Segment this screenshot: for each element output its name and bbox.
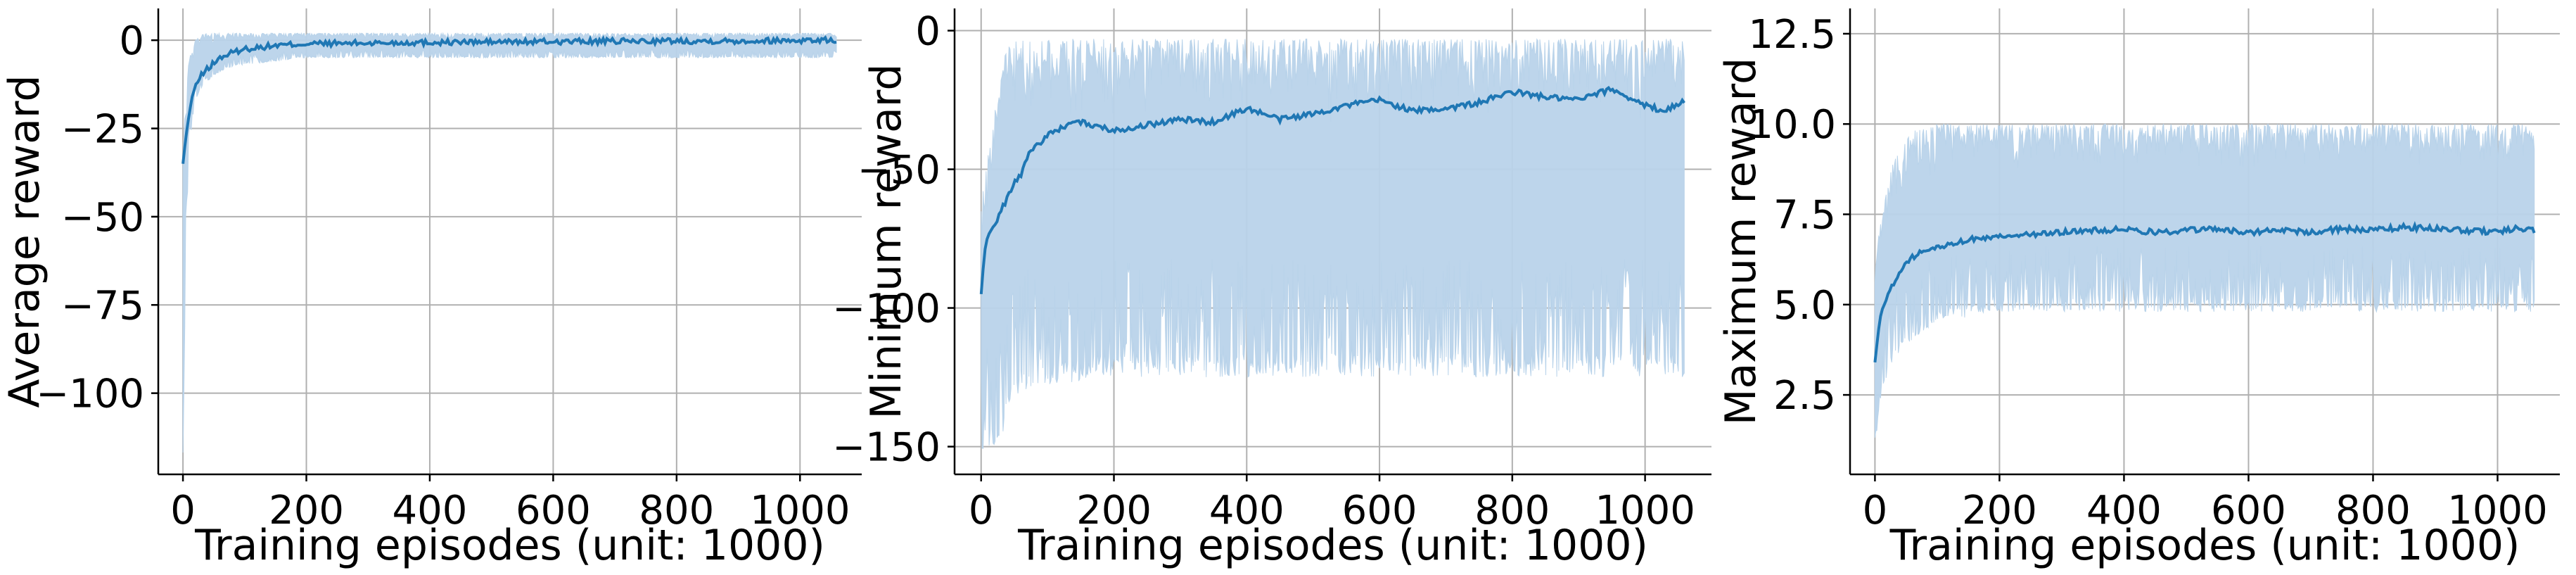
reward-range-band (981, 38, 1685, 450)
average-reward-chart: 0 200 400 600 800 1000 0 −25 −50 −75 −100 Training … (0, 8, 862, 570)
x-tick-label: 400 (2086, 488, 2162, 533)
x-tick-label: 200 (1962, 488, 2037, 533)
x-axis-label: Training episodes (unit: 1000) (1889, 521, 2520, 570)
mean-reward-line (1873, 221, 2536, 363)
y-tick-label: 10.0 (1748, 102, 1836, 148)
y-tick-label: 12.5 (1748, 12, 1836, 58)
x-tick-label: 400 (1209, 488, 1284, 533)
mean-reward-line (181, 34, 837, 164)
reward-range-band (182, 32, 837, 453)
maximum-reward-chart: 0 200 400 600 800 1000 2.5 5.0 7.5 10.0 12.5 Traini… (1716, 8, 2560, 570)
y-tick-label: 0 (915, 9, 941, 55)
y-tick-label: −25 (61, 107, 144, 153)
y-tick-label: 7.5 (1773, 193, 1836, 239)
x-tick-label: 600 (516, 488, 591, 533)
x-axis-label: Training episodes (unit: 1000) (194, 521, 825, 570)
x-tick-label: 600 (2211, 488, 2286, 533)
x-tick-label: 600 (1342, 488, 1417, 533)
x-tick-label: 0 (170, 488, 196, 533)
x-tick-label: 800 (2335, 488, 2411, 533)
x-tick-label: 0 (1863, 488, 1888, 533)
x-tick-label: 200 (1076, 488, 1152, 533)
y-axis-label: Average reward (0, 75, 49, 407)
y-tick-label: 0 (119, 18, 144, 64)
y-tick-label: −100 (832, 286, 941, 332)
y-axis-label: Minimum reward (862, 64, 911, 419)
x-tick-label: 800 (1474, 488, 1550, 533)
x-tick-label: 400 (393, 488, 468, 533)
y-tick-label: −75 (61, 283, 144, 329)
x-tick-label: 0 (969, 488, 994, 533)
y-axis-label: Maximum reward (1716, 58, 1766, 426)
y-tick-label: −100 (36, 372, 144, 417)
y-tick-label: 2.5 (1773, 373, 1836, 419)
y-tick-label: 5.0 (1773, 283, 1836, 329)
minimum-reward-chart: 0 200 400 600 800 1000 0 −50 −100 −150 Training ep… (832, 8, 1711, 570)
x-tick-label: 1000 (1595, 488, 1695, 533)
mean-reward-line (979, 85, 1685, 295)
x-tick-label: 1000 (750, 488, 850, 533)
y-tick-label: −150 (832, 425, 941, 471)
y-tick-label: −50 (61, 195, 144, 241)
x-tick-label: 800 (639, 488, 714, 533)
y-tick-label: −50 (857, 148, 941, 194)
x-tick-label: 1000 (2447, 488, 2548, 533)
x-axis-label: Training episodes (unit: 1000) (1017, 521, 1648, 570)
x-tick-label: 200 (269, 488, 344, 533)
reward-range-band (1874, 122, 2535, 438)
